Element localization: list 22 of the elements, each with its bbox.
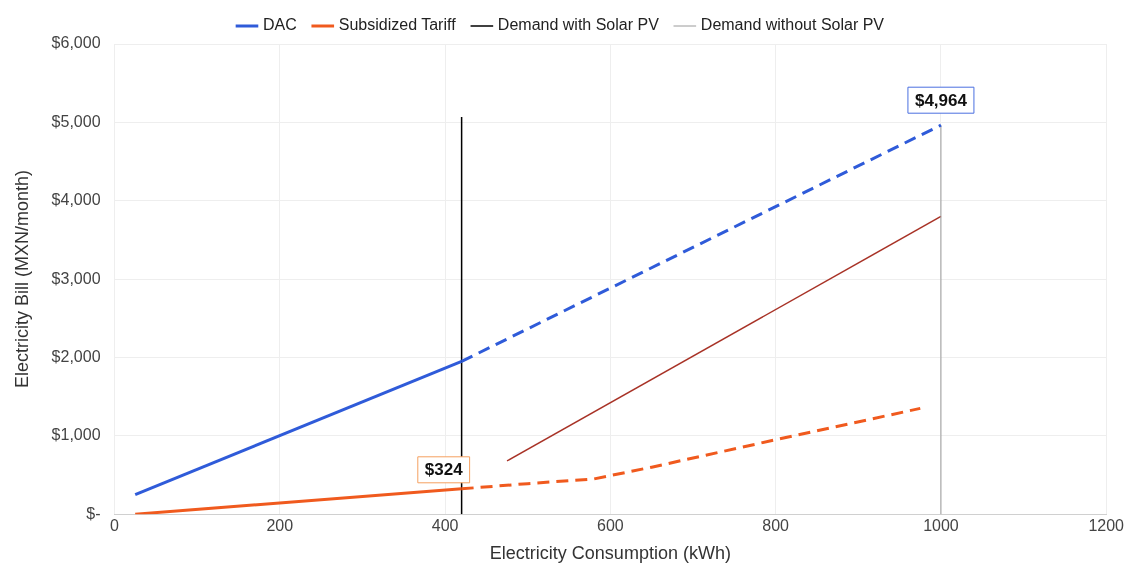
- y-tick-label: $6,000: [51, 34, 101, 52]
- y-tick-label: $1,000: [51, 426, 101, 444]
- x-tick-label: 400: [431, 517, 459, 535]
- x-tick-label: 1000: [923, 517, 959, 535]
- x-tick-label: 1200: [1088, 517, 1125, 535]
- legend-label: DAC: [262, 16, 297, 34]
- y-axis-title: Electricity Bill (MXN/month): [11, 170, 32, 389]
- y-tick-label: $4,000: [51, 191, 101, 209]
- x-tick-label: 800: [762, 517, 790, 535]
- y-tick-label: $3,000: [51, 269, 101, 287]
- y-tick-label: $2,000: [51, 347, 101, 365]
- x-axis-title: Electricity Consumption (kWh): [489, 543, 731, 564]
- legend-label: Subsidized Tariff: [338, 16, 457, 34]
- y-tick-label: $-: [86, 504, 101, 522]
- annotation: $4,964: [914, 90, 968, 110]
- x-tick-label: 600: [597, 517, 624, 535]
- legend-label: Demand with Solar PV: [497, 16, 660, 34]
- x-tick-label: 200: [266, 517, 294, 535]
- x-tick-label: 0: [110, 517, 120, 535]
- legend-label: Demand without Solar PV: [700, 16, 885, 34]
- annotation: $324: [424, 460, 464, 480]
- y-tick-label: $5,000: [51, 112, 101, 130]
